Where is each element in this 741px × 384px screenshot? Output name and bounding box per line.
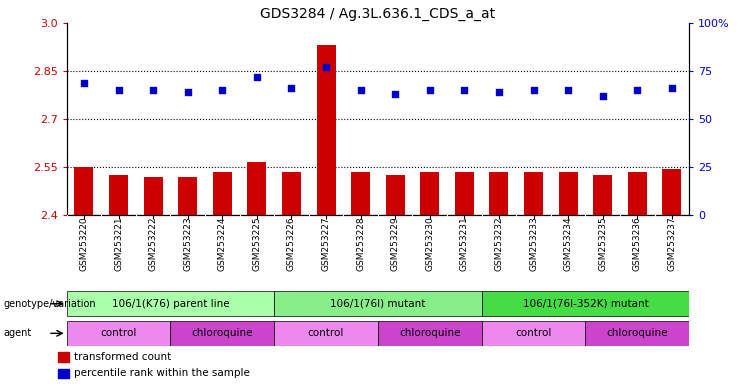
- Text: GSM253234: GSM253234: [564, 217, 573, 271]
- Title: GDS3284 / Ag.3L.636.1_CDS_a_at: GDS3284 / Ag.3L.636.1_CDS_a_at: [260, 7, 496, 21]
- Bar: [58, 369, 70, 378]
- Text: chloroquine: chloroquine: [399, 328, 460, 338]
- Text: GSM253230: GSM253230: [425, 217, 434, 271]
- Text: GSM253231: GSM253231: [460, 217, 469, 271]
- Text: GSM253221: GSM253221: [114, 217, 123, 271]
- Bar: [274, 321, 378, 346]
- Point: [562, 87, 574, 93]
- Text: GSM253236: GSM253236: [633, 217, 642, 271]
- Text: GSM253232: GSM253232: [494, 217, 503, 271]
- Text: GSM253235: GSM253235: [598, 217, 607, 271]
- Bar: [351, 172, 370, 215]
- Point: [493, 89, 505, 95]
- Point: [389, 91, 401, 97]
- Bar: [585, 321, 689, 346]
- Point: [666, 85, 678, 91]
- Text: GSM253220: GSM253220: [79, 217, 88, 271]
- Point: [424, 87, 436, 93]
- Text: control: control: [100, 328, 137, 338]
- Text: 106/1(76I) mutant: 106/1(76I) mutant: [330, 299, 425, 309]
- Bar: [274, 291, 482, 316]
- Bar: [455, 172, 474, 215]
- Text: GSM253237: GSM253237: [668, 217, 677, 271]
- Text: chloroquine: chloroquine: [192, 328, 253, 338]
- Point: [147, 87, 159, 93]
- Point: [216, 87, 228, 93]
- Point: [355, 87, 367, 93]
- Text: GSM253225: GSM253225: [253, 217, 262, 271]
- Text: GSM253224: GSM253224: [218, 217, 227, 271]
- Text: control: control: [308, 328, 345, 338]
- Point: [320, 64, 332, 70]
- Bar: [489, 172, 508, 215]
- Point: [285, 85, 297, 91]
- Bar: [385, 175, 405, 215]
- Point: [459, 87, 471, 93]
- Bar: [420, 172, 439, 215]
- Point: [597, 93, 608, 99]
- Text: transformed count: transformed count: [73, 352, 171, 362]
- Bar: [67, 291, 274, 316]
- Bar: [213, 172, 232, 215]
- Point: [78, 79, 90, 86]
- Bar: [109, 175, 128, 215]
- Text: 106/1(K76) parent line: 106/1(K76) parent line: [112, 299, 229, 309]
- Point: [182, 89, 193, 95]
- Text: control: control: [515, 328, 552, 338]
- Bar: [378, 321, 482, 346]
- Text: GSM253233: GSM253233: [529, 217, 538, 271]
- Bar: [662, 169, 682, 215]
- Bar: [58, 353, 70, 361]
- Text: agent: agent: [4, 328, 32, 338]
- Text: GSM253226: GSM253226: [287, 217, 296, 271]
- Bar: [482, 321, 585, 346]
- Bar: [282, 172, 301, 215]
- Point: [113, 87, 124, 93]
- Text: GSM253223: GSM253223: [183, 217, 192, 271]
- Text: 106/1(76I-352K) mutant: 106/1(76I-352K) mutant: [522, 299, 648, 309]
- Point: [631, 87, 643, 93]
- Bar: [74, 167, 93, 215]
- Point: [251, 74, 263, 80]
- Text: GSM253222: GSM253222: [149, 217, 158, 271]
- Bar: [482, 291, 689, 316]
- Text: GSM253228: GSM253228: [356, 217, 365, 271]
- Point: [528, 87, 539, 93]
- Text: genotype/variation: genotype/variation: [4, 299, 96, 309]
- Bar: [628, 172, 647, 215]
- Bar: [316, 45, 336, 215]
- Text: GSM253227: GSM253227: [322, 217, 330, 271]
- Bar: [524, 172, 543, 215]
- Bar: [67, 321, 170, 346]
- Bar: [144, 177, 162, 215]
- Bar: [178, 177, 197, 215]
- Bar: [559, 172, 577, 215]
- Bar: [170, 321, 274, 346]
- Text: GSM253229: GSM253229: [391, 217, 399, 271]
- Text: percentile rank within the sample: percentile rank within the sample: [73, 368, 250, 378]
- Text: chloroquine: chloroquine: [607, 328, 668, 338]
- Bar: [247, 162, 266, 215]
- Bar: [593, 175, 612, 215]
